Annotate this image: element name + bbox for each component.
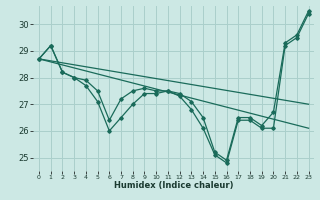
X-axis label: Humidex (Indice chaleur): Humidex (Indice chaleur)	[114, 181, 234, 190]
